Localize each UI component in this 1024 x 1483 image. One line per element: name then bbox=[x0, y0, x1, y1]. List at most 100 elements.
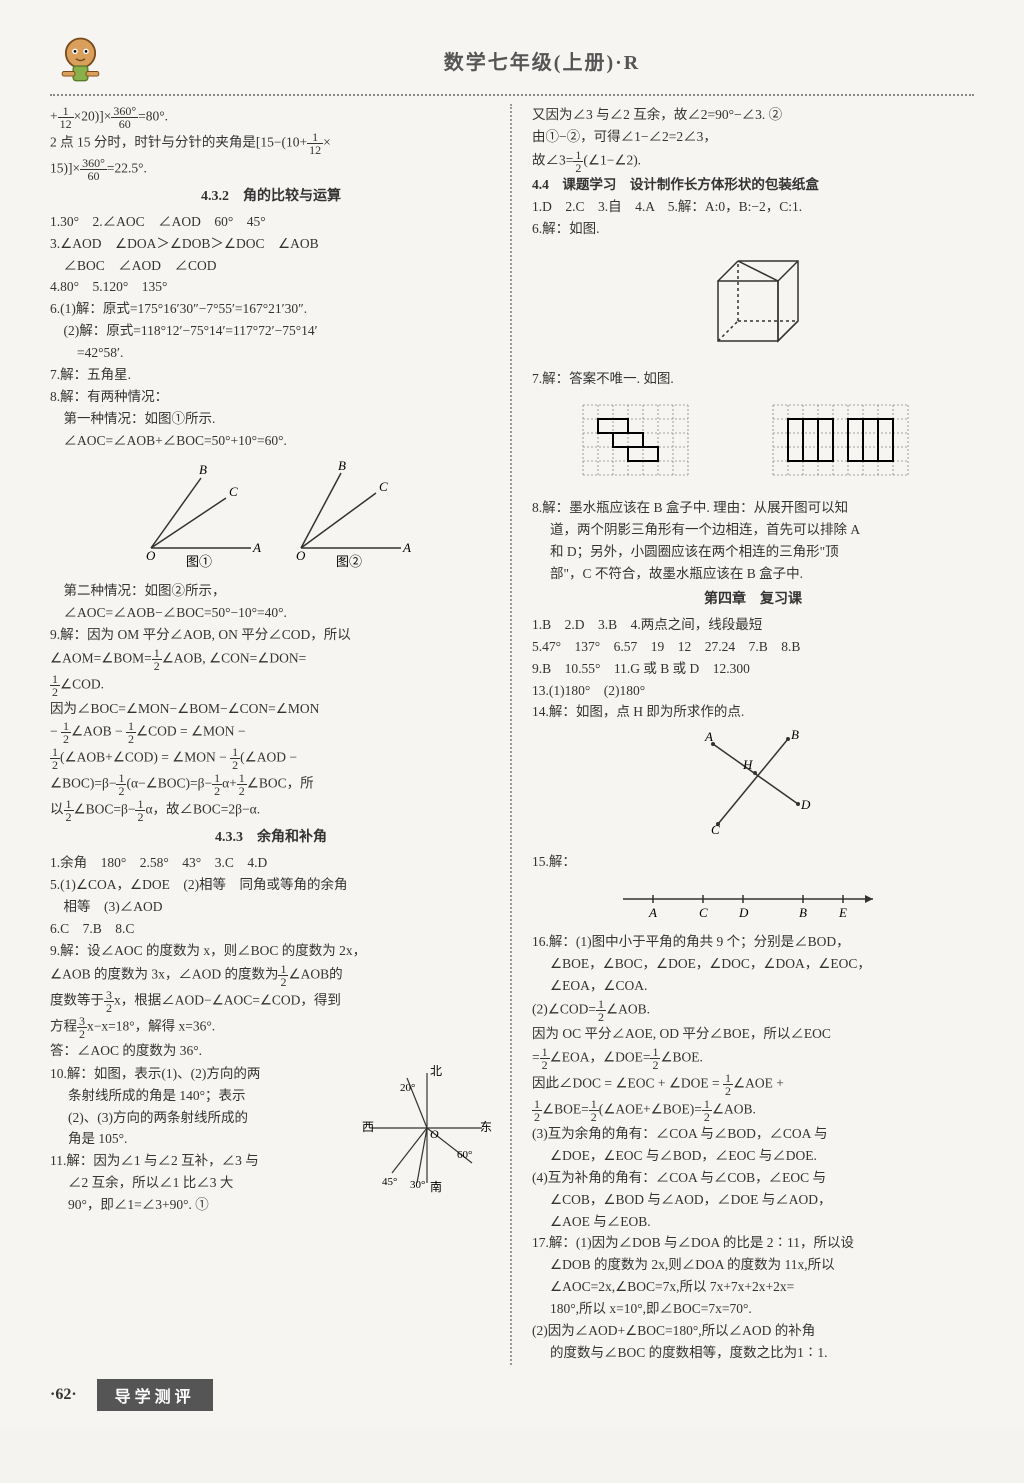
text-line: 因为 OC 平分∠AOE, OD 平分∠BOE，所以∠EOC bbox=[532, 1024, 974, 1045]
text-line: ∠BOE，∠BOC，∠DOE，∠DOC，∠DOA，∠EOC， bbox=[532, 954, 974, 975]
page-header: 数学七年级(上册)·R bbox=[50, 30, 974, 96]
page-number: ·62· bbox=[50, 1386, 77, 1404]
text-line: (3)互为余角的角有：∠COA 与∠BOD，∠COA 与 bbox=[532, 1124, 974, 1145]
text-line: ∠EOA，∠COA. bbox=[532, 976, 974, 997]
text-line: ∠COB，∠BOD 与∠AOD，∠DOE 与∠AOD， bbox=[532, 1190, 974, 1211]
svg-text:北: 北 bbox=[430, 1064, 442, 1078]
text-line: ∠AOC=∠AOB−∠BOC=50°−10°=40°. bbox=[50, 603, 492, 624]
text-line: 12∠BOE=12(∠AOE+∠BOE)=12∠AOB. bbox=[532, 1098, 974, 1123]
header-title: 数学七年级(上册)·R bbox=[110, 46, 974, 75]
text-line: 10.解：如图，表示(1)、(2)方向的两 bbox=[50, 1064, 354, 1085]
text-line: ∠AOC=2x,∠BOC=7x,所以 7x+7x+2x+2x= bbox=[532, 1277, 974, 1298]
text-line: (2)解：原式=118°12′−75°14′=117°72′−75°14′ bbox=[50, 321, 492, 342]
text-line: 又因为∠3 与∠2 互余，故∠2=90°−∠3. ② bbox=[532, 105, 974, 126]
text-line: 3.∠AOD ∠DOA＞∠DOB＞∠DOC ∠AOB bbox=[50, 234, 492, 255]
text-line: =12∠EOA，∠DOE=12∠BOE. bbox=[532, 1046, 974, 1071]
text-line: 4.80° 5.120° 135° bbox=[50, 277, 492, 298]
svg-text:60°: 60° bbox=[457, 1149, 472, 1161]
text-line: (2)∠COD=12∠AOB. bbox=[532, 998, 974, 1023]
svg-text:30°: 30° bbox=[410, 1179, 425, 1191]
text-line: 6.(1)解：原式=175°16′30″−7°55′=167°21′30″. bbox=[50, 299, 492, 320]
text-line: 1.余角 180° 2.58° 43° 3.C 4.D bbox=[50, 853, 492, 874]
svg-text:C: C bbox=[711, 822, 720, 837]
column-divider bbox=[510, 104, 514, 1365]
text-line: 180°,所以 x=10°,即∠BOC=7x=70°. bbox=[532, 1299, 974, 1320]
section-title: 4.3.3 余角和补角 bbox=[50, 827, 492, 849]
svg-text:B: B bbox=[199, 462, 207, 477]
svg-text:20°: 20° bbox=[400, 1082, 415, 1094]
section-title: 第四章 复习课 bbox=[532, 589, 974, 611]
angle-diagram-1-2: O A B C 图① O A B C 图② bbox=[50, 458, 492, 575]
section-title: 4.3.2 角的比较与运算 bbox=[50, 186, 492, 208]
text-line: ∠AOB 的度数为 3x，∠AOD 的度数为12∠AOB的 bbox=[50, 963, 492, 988]
text-line: ∠DOE，∠EOC 与∠BOD，∠EOC 与∠DOE. bbox=[532, 1146, 974, 1167]
svg-text:B: B bbox=[791, 729, 799, 742]
svg-text:A: A bbox=[648, 905, 657, 919]
svg-text:图②: 图② bbox=[336, 554, 362, 568]
compass-diagram: 北 南 东 西 20° 45° 30° 60° O bbox=[362, 1063, 492, 1217]
svg-text:西: 西 bbox=[362, 1120, 374, 1134]
svg-text:C: C bbox=[379, 479, 388, 494]
grid-patterns bbox=[532, 395, 974, 492]
text-line: ∠BOC ∠AOD ∠COD bbox=[50, 256, 492, 277]
svg-text:B: B bbox=[799, 905, 807, 919]
text-line: (2)因为∠AOD+∠BOC=180°,所以∠AOD 的补角 bbox=[532, 1321, 974, 1342]
mascot-icon bbox=[50, 30, 110, 90]
text-line: 7.解：五角星. bbox=[50, 365, 492, 386]
text-line: +112×20)]×360°60=80°. bbox=[50, 105, 492, 130]
text-line: 的度数与∠BOC 的度数相等，度数之比为1∶1. bbox=[532, 1343, 974, 1364]
svg-text:O: O bbox=[430, 1127, 439, 1141]
text-line: (2)、(3)方向的两条射线所成的 bbox=[50, 1108, 354, 1129]
cube-diagram bbox=[532, 246, 974, 363]
svg-text:东: 东 bbox=[480, 1120, 492, 1134]
text-line: 13.(1)180° (2)180° bbox=[532, 681, 974, 702]
svg-text:图①: 图① bbox=[186, 554, 212, 568]
text-line: 6.解：如图. bbox=[532, 219, 974, 240]
text-line: ∠BOC)=β−12(α−∠BOC)=β−12α+12∠BOC，所 bbox=[50, 772, 492, 797]
text-line: ∠2 互余，所以∠1 比∠3 大 bbox=[50, 1173, 354, 1194]
text-line: 因此∠DOC = ∠EOC + ∠DOE = 12∠AOE + bbox=[532, 1072, 974, 1097]
svg-text:南: 南 bbox=[430, 1179, 442, 1193]
text-line: (4)互为补角的角有：∠COA 与∠COB，∠EOC 与 bbox=[532, 1168, 974, 1189]
right-column: 又因为∠3 与∠2 互余，故∠2=90°−∠3. ② 由①−②，可得∠1−∠2=… bbox=[532, 104, 974, 1365]
text-line: 17.解：(1)因为∠DOB 与∠DOA 的比是 2∶11，所以设 bbox=[532, 1233, 974, 1254]
text-line: 条射线所成的角是 140°；表示 bbox=[50, 1086, 354, 1107]
svg-text:O: O bbox=[146, 548, 156, 563]
text-line: 角是 105°. bbox=[50, 1129, 354, 1150]
point-h-diagram: A B C D H bbox=[532, 729, 974, 846]
text-line: 90°，即∠1=∠3+90°. ① bbox=[50, 1195, 354, 1216]
text-line: 道，两个阴影三角形有一个边相连，首先可以排除 A bbox=[532, 520, 974, 541]
text-line: 8.解：墨水瓶应该在 B 盒子中. 理由：从展开图可以知 bbox=[532, 498, 974, 519]
text-line: 部"，C 不符合，故墨水瓶应该在 B 盒子中. bbox=[532, 564, 974, 585]
svg-text:45°: 45° bbox=[382, 1176, 397, 1188]
text-line: 第二种情况：如图②所示， bbox=[50, 581, 492, 602]
text-line: 16.解：(1)图中小于平角的角共 9 个；分别是∠BOD， bbox=[532, 932, 974, 953]
text-line: 5.(1)∠COA，∠DOE (2)相等 同角或等角的余角 bbox=[50, 875, 492, 896]
text-line: 6.C 7.B 8.C bbox=[50, 919, 492, 940]
text-line: 由①−②，可得∠1−∠2=2∠3， bbox=[532, 127, 974, 148]
svg-text:E: E bbox=[838, 905, 847, 919]
text-line: − 12∠AOB − 12∠COD = ∠MON − bbox=[50, 720, 492, 745]
text-line: 9.解：因为 OM 平分∠AOB, ON 平分∠COD，所以 bbox=[50, 625, 492, 646]
text-line: 答：∠AOC 的度数为 36°. bbox=[50, 1041, 492, 1062]
text-line: ∠AOM=∠BOM=12∠AOB, ∠CON=∠DON= bbox=[50, 647, 492, 672]
page-footer: ·62· 导学测评 bbox=[50, 1379, 974, 1411]
number-line-diagram: A C D B E bbox=[532, 879, 974, 926]
text-line: 度数等于32x，根据∠AOD−∠AOC=∠COD，得到 bbox=[50, 989, 492, 1014]
svg-text:A: A bbox=[704, 729, 713, 744]
svg-text:H: H bbox=[742, 757, 753, 772]
text-line: 9.B 10.55° 11.G 或 B 或 D 12.300 bbox=[532, 659, 974, 680]
text-line: 相等 (3)∠AOD bbox=[50, 897, 492, 918]
text-line: 1.30° 2.∠AOC ∠AOD 60° 45° bbox=[50, 212, 492, 233]
left-column: +112×20)]×360°60=80°. 2 点 15 分时，时针与分针的夹角… bbox=[50, 104, 492, 1365]
svg-text:C: C bbox=[229, 484, 238, 499]
text-line: 故∠3=12(∠1−∠2). bbox=[532, 149, 974, 174]
text-line: 15.解： bbox=[532, 852, 974, 873]
text-line: 2 点 15 分时，时针与分针的夹角是[15−(10+112× bbox=[50, 131, 492, 156]
text-line: 因为∠BOC=∠MON−∠BOM−∠CON=∠MON bbox=[50, 699, 492, 720]
text-line: 12∠COD. bbox=[50, 673, 492, 698]
svg-text:D: D bbox=[800, 797, 811, 812]
text-line: 5.47° 137° 6.57 19 12 27.24 7.B 8.B bbox=[532, 637, 974, 658]
text-line: ∠AOE 与∠EOB. bbox=[532, 1212, 974, 1233]
svg-text:O: O bbox=[296, 548, 306, 563]
